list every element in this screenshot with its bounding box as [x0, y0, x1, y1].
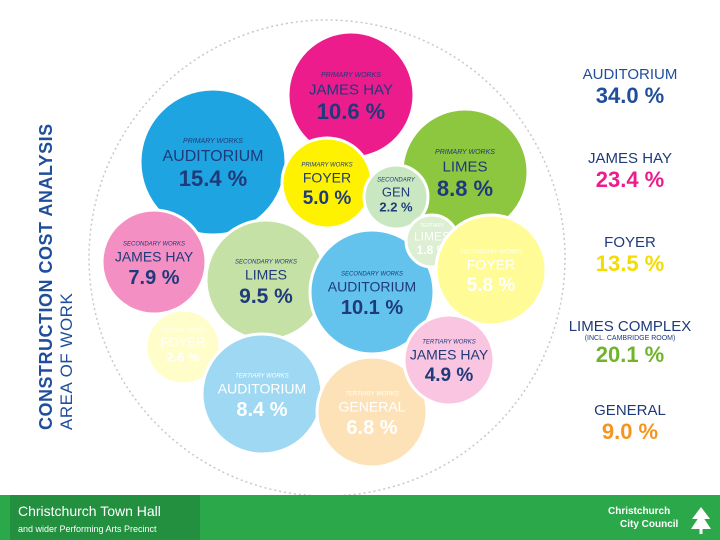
- logo-emblem-icon: [691, 507, 711, 534]
- bubble-name: AUDITORIUM: [162, 148, 263, 165]
- bubble-name: FOYER: [467, 256, 515, 272]
- footer-title-box: Christchurch Town Hall and wider Perform…: [10, 495, 200, 540]
- bubble-circle: [362, 163, 430, 231]
- bubble-value: 6.8 %: [346, 417, 397, 439]
- bubble-value: 2.2 %: [379, 199, 413, 214]
- legend-james-hay: JAMES HAY 23.4 %: [555, 150, 705, 193]
- bubble-category: TERTIARY WORKS: [422, 340, 476, 346]
- legend-value: 20.1 %: [595, 342, 665, 367]
- bubble-circle: [402, 313, 496, 407]
- bubble-value: 10.6 %: [317, 99, 386, 124]
- bubble-circle: [315, 355, 429, 469]
- legend-name: AUDITORIUM: [582, 66, 678, 83]
- bubble-name: GENERAL: [339, 398, 406, 414]
- bubble-name: JAMES HAY: [309, 81, 393, 98]
- bubble-name: JAMES HAY: [410, 346, 489, 362]
- bubble-value: 2.6 %: [166, 349, 200, 364]
- legend-name: FOYER: [604, 234, 656, 251]
- bubble-name: AUDITORIUM: [328, 278, 416, 294]
- legend-name: GENERAL: [594, 402, 666, 419]
- bubble-value: 5.0 %: [303, 188, 352, 209]
- enclosing-circle: [88, 19, 566, 495]
- bubble-value: 5.8 %: [467, 275, 516, 296]
- legend-value: 13.5 %: [595, 251, 665, 276]
- bubble-category: PRIMARY WORKS: [321, 72, 381, 79]
- footer-title: Christchurch Town Hall: [18, 503, 161, 519]
- legend-general: GENERAL 9.0 %: [555, 402, 705, 445]
- bubble-circle: [100, 208, 208, 316]
- bubble-name: LIMES: [245, 266, 287, 282]
- bubble-value: 10.1 %: [341, 297, 403, 319]
- bubble-name: GEN: [382, 184, 410, 199]
- bubble-category: SECONDARY WORKS: [235, 260, 297, 266]
- bubble-value: 7.9 %: [128, 267, 179, 289]
- bubble-category: PRIMARY WORKS: [183, 138, 243, 145]
- bubble-circle: [434, 213, 548, 327]
- bubble-value: 4.9 %: [425, 365, 474, 386]
- legend-value: 34.0 %: [595, 83, 665, 108]
- bubble-name: JAMES HAY: [115, 248, 194, 264]
- bubble-circle: [308, 228, 436, 356]
- bubble-category: TERTIARY: [420, 223, 445, 229]
- bubble-name: LIMES: [414, 229, 450, 243]
- bubble-category: TERTIARY WORKS: [345, 392, 399, 398]
- bubble-name: AUDITORIUM: [218, 380, 306, 396]
- bubble-name: FOYER: [303, 169, 351, 185]
- bubble-category: SECONDARY: [377, 178, 416, 184]
- legend-name: LIMES COMPLEX: [568, 318, 692, 335]
- bubble-value: 15.4 %: [179, 166, 248, 191]
- bubble-category: SECONDARY WORKS: [460, 250, 522, 256]
- logo-line-2: City Council: [620, 519, 679, 530]
- bubble-value: 8.8 %: [437, 176, 493, 201]
- bubble-category: PRIMARY WORKS: [301, 163, 352, 169]
- legend-foyer: FOYER 13.5 %: [555, 234, 705, 277]
- logo-line-1: Christchurch: [608, 506, 671, 517]
- council-logo: Christchurch City Council: [606, 503, 714, 537]
- legend-limes-complex: LIMES COMPLEX (INCL. CAMBRIDGE ROOM) 20.…: [555, 318, 705, 368]
- bubble-category: SECONDARY WORKS: [341, 272, 403, 278]
- legend-name: JAMES HAY: [588, 150, 672, 167]
- bubble-value: 8.4 %: [236, 399, 287, 421]
- legend-value: 9.0 %: [601, 419, 659, 444]
- bubble-category: PRIMARY WORKS: [435, 149, 495, 156]
- bubble-name: FOYER: [161, 334, 206, 349]
- bubble-value: 9.5 %: [239, 285, 293, 308]
- legend-sub: (INCL. CAMBRIDGE ROOM): [584, 335, 676, 342]
- bubble-category: TERTIARY WORKS: [235, 374, 289, 380]
- bubble-circle: [144, 308, 222, 386]
- legend-value: 23.4 %: [595, 167, 665, 192]
- bubble-name: LIMES: [442, 158, 487, 175]
- footer-subtitle: and wider Performing Arts Precinct: [18, 524, 157, 534]
- bubble-category: SECONDARY WORKS: [123, 242, 185, 248]
- legend-auditorium: AUDITORIUM 34.0 %: [555, 66, 705, 109]
- bubble-category: TERTIARY WORKS: [161, 328, 206, 334]
